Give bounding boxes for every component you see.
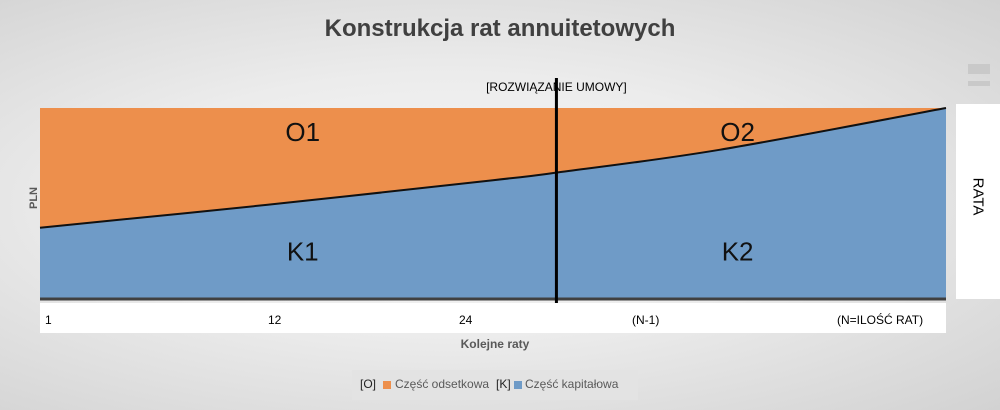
region-label: K2: [722, 237, 754, 267]
x-tick-label: (N-1): [632, 313, 660, 327]
x-tick-label: 24: [459, 313, 473, 327]
chart-title: Konstrukcja rat annuitetowych: [324, 15, 676, 42]
capital-area: [40, 108, 946, 298]
rata-label: RATA: [969, 177, 987, 216]
legend-swatch-kapital: [514, 381, 522, 389]
region-label: K1: [287, 237, 319, 267]
x-tick-label: (N=ILOŚĆ RAT): [837, 313, 924, 327]
legend-prefix-kapital: [K]: [496, 377, 511, 391]
x-tick-label: 1: [45, 313, 52, 327]
x-tick-label: 12: [268, 313, 282, 327]
legend-prefix-odsetki: [O]: [360, 377, 377, 391]
termination-divider-label: [ROZWIĄZANIE UMOWY]: [486, 80, 627, 94]
x-tick-strip: [40, 303, 946, 333]
legend-label-kapital: Część kapitałowa: [525, 377, 619, 391]
region-label: O1: [285, 117, 320, 147]
region-label: O2: [720, 117, 755, 147]
rata-panel: [956, 104, 1000, 299]
legend-label-odsetki: Część odsetkowa: [395, 377, 490, 391]
x-axis-label: Kolejne raty: [460, 337, 530, 351]
annuity-boundary-line: [39, 107, 947, 229]
corner-decoration: [968, 81, 990, 86]
legend-swatch-odsetki: [383, 381, 391, 389]
legend: [352, 370, 638, 400]
corner-decoration: [968, 64, 990, 74]
